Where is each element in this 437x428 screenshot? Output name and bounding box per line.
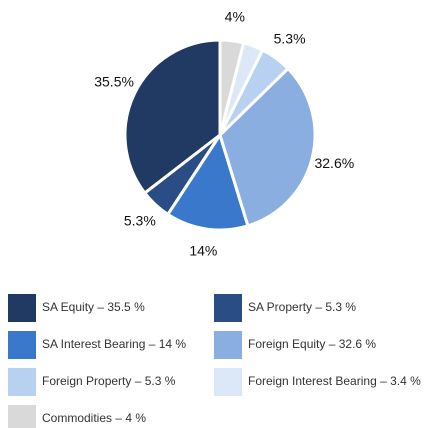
legend-label: SA Interest Bearing – 14 %	[42, 337, 186, 351]
pie-slice	[218, 66, 317, 228]
legend-swatch	[214, 331, 242, 359]
pie-slice	[218, 38, 246, 136]
legend-swatch	[8, 405, 36, 428]
data-label: 35.5%	[94, 74, 134, 90]
legend-label: Foreign Interest Bearing – 3.4 %	[248, 374, 421, 388]
legend-swatch	[214, 368, 242, 396]
legend-swatch	[8, 294, 36, 322]
legend-label: Foreign Equity – 32.6 %	[248, 337, 376, 351]
data-label: 14%	[189, 243, 217, 259]
legend-label: SA Property – 5.3 %	[248, 300, 356, 314]
legend-label: Foreign Property – 5.3 %	[42, 374, 176, 388]
data-label: 4%	[225, 9, 245, 25]
legend-swatch	[8, 368, 36, 396]
legend-swatch	[8, 331, 36, 359]
data-label: 5.3%	[124, 212, 156, 228]
legend-label: Commodities – 4 %	[42, 411, 146, 425]
legend-swatch	[214, 294, 242, 322]
legend-label: SA Equity – 35.5 %	[42, 300, 145, 314]
pie-slice	[123, 38, 222, 196]
pie-slice	[165, 131, 250, 232]
data-label: 5.3%	[274, 30, 306, 46]
data-label: 32.6%	[314, 155, 354, 171]
